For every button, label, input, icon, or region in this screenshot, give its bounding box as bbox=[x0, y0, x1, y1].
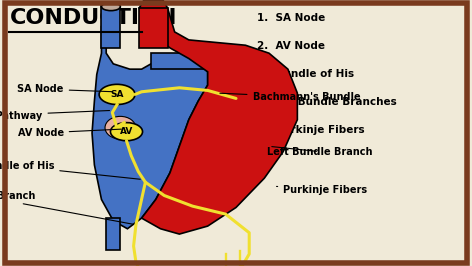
Text: 2.  AV Node: 2. AV Node bbox=[257, 41, 325, 51]
Text: Left Bundle Branch: Left Bundle Branch bbox=[267, 147, 372, 157]
Text: 3.  Bundle of His: 3. Bundle of His bbox=[257, 69, 354, 79]
Text: AV Node: AV Node bbox=[17, 128, 121, 138]
Text: 1.  SA Node: 1. SA Node bbox=[257, 13, 326, 23]
Polygon shape bbox=[139, 0, 297, 234]
Text: SA Node: SA Node bbox=[17, 84, 112, 94]
Ellipse shape bbox=[101, 3, 120, 11]
Polygon shape bbox=[106, 218, 120, 250]
Text: Purkinje Fibers: Purkinje Fibers bbox=[277, 185, 367, 195]
Text: Bundle of His: Bundle of His bbox=[0, 161, 140, 179]
Polygon shape bbox=[151, 53, 236, 69]
Circle shape bbox=[110, 123, 143, 141]
Ellipse shape bbox=[105, 117, 136, 139]
Text: Right Bundle Branch: Right Bundle Branch bbox=[0, 190, 133, 224]
Text: Internodal Pathway: Internodal Pathway bbox=[0, 110, 110, 121]
Circle shape bbox=[99, 84, 135, 105]
Polygon shape bbox=[92, 27, 208, 229]
Polygon shape bbox=[101, 5, 120, 48]
Text: Purkinje Fibers: Purkinje Fibers bbox=[0, 265, 1, 266]
Text: 4.  R/L Bundle Branches: 4. R/L Bundle Branches bbox=[257, 97, 397, 107]
Text: AV: AV bbox=[120, 127, 133, 136]
Text: SA: SA bbox=[110, 90, 124, 99]
Text: 5.  Purkinje Fibers: 5. Purkinje Fibers bbox=[257, 125, 365, 135]
Text: CONDUCTION: CONDUCTION bbox=[9, 8, 177, 28]
Polygon shape bbox=[139, 8, 168, 48]
Text: Bachmann's Bundle: Bachmann's Bundle bbox=[220, 92, 360, 102]
